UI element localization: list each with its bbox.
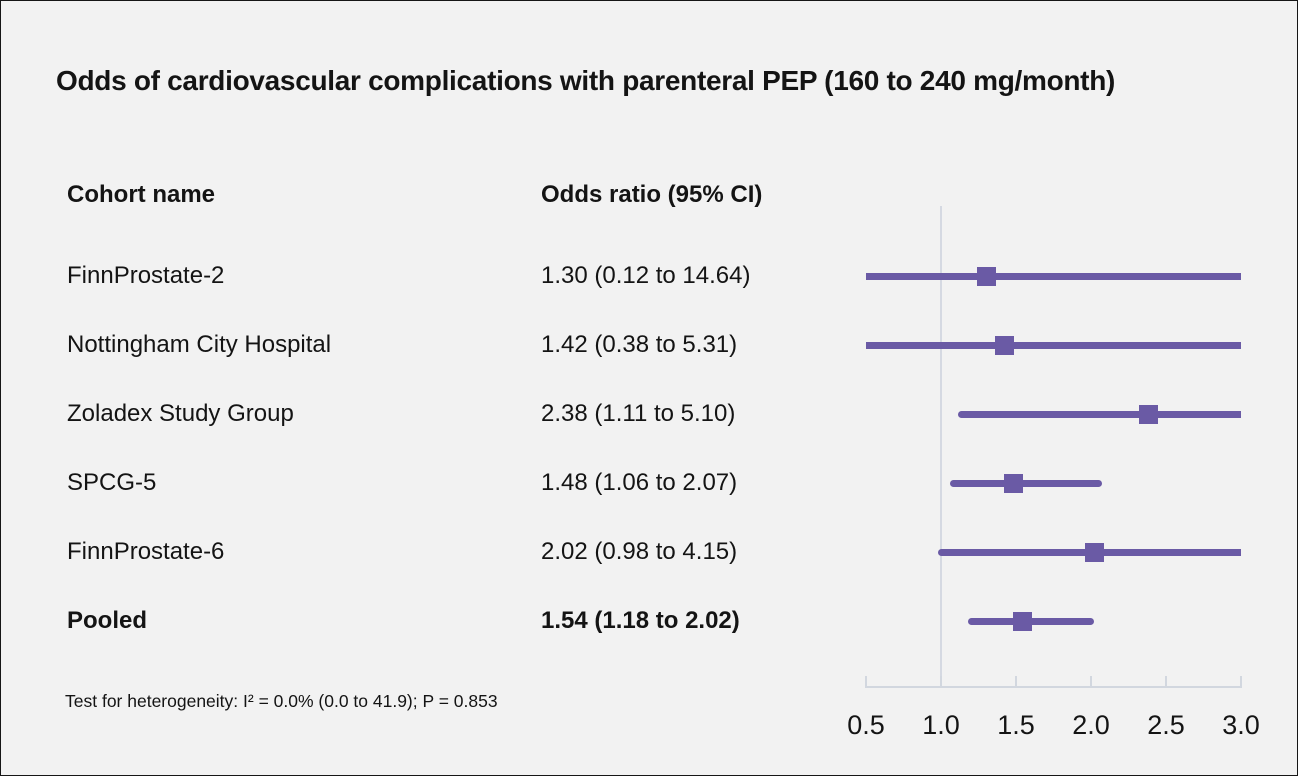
ci-line — [866, 342, 1241, 349]
cohort-label: Pooled — [67, 607, 148, 634]
odds-ratio-value: 1.30 (0.12 to 14.64) — [541, 262, 751, 289]
or-marker — [977, 267, 996, 286]
odds-ratio-value: 1.54 (1.18 to 2.02) — [541, 607, 740, 634]
or-marker — [1139, 405, 1158, 424]
cohort-label: Zoladex Study Group — [67, 400, 294, 427]
x-axis-tick — [1240, 676, 1242, 686]
cohort-label: FinnProstate-2 — [67, 262, 225, 289]
x-axis-tick-label: 2.0 — [1072, 710, 1110, 740]
odds-ratio-value: 2.02 (0.98 to 4.15) — [541, 538, 738, 565]
x-axis-tick — [1090, 676, 1092, 686]
cohort-label: Nottingham City Hospital — [67, 331, 332, 358]
x-axis-tick — [1015, 676, 1017, 686]
or-marker — [995, 336, 1014, 355]
x-axis-tick-label: 1.0 — [922, 710, 960, 740]
x-axis-tick-label: 1.5 — [997, 710, 1035, 740]
chart-title: Odds of cardiovascular complications wit… — [56, 65, 1116, 96]
x-axis-tick-label: 3.0 — [1222, 710, 1260, 740]
x-axis-tick — [940, 676, 942, 686]
heterogeneity-note: Test for heterogeneity: I² = 0.0% (0.0 t… — [65, 691, 498, 711]
x-axis-tick-label: 2.5 — [1147, 710, 1185, 740]
odds-ratio-value: 2.38 (1.11 to 5.10) — [541, 400, 736, 427]
or-marker — [1004, 474, 1023, 493]
cohort-label: FinnProstate-6 — [67, 538, 225, 565]
reference-line — [940, 206, 942, 688]
column-header-cohort-name: Cohort name — [67, 181, 216, 208]
ci-line — [950, 480, 1102, 487]
x-axis-tick-label: 0.5 — [847, 710, 885, 740]
x-axis-tick — [1165, 676, 1167, 686]
x-axis-tick — [865, 676, 867, 686]
ci-line — [957, 411, 1241, 418]
x-axis-line — [865, 686, 1242, 688]
cohort-label: SPCG-5 — [67, 469, 157, 496]
ci-line — [866, 273, 1241, 280]
odds-ratio-value: 1.42 (0.38 to 5.31) — [541, 331, 738, 358]
or-marker — [1085, 543, 1104, 562]
odds-ratio-value: 1.48 (1.06 to 2.07) — [541, 469, 738, 496]
or-marker — [1013, 612, 1032, 631]
column-header-odds-ratio: Odds ratio (95% CI) — [541, 181, 763, 208]
